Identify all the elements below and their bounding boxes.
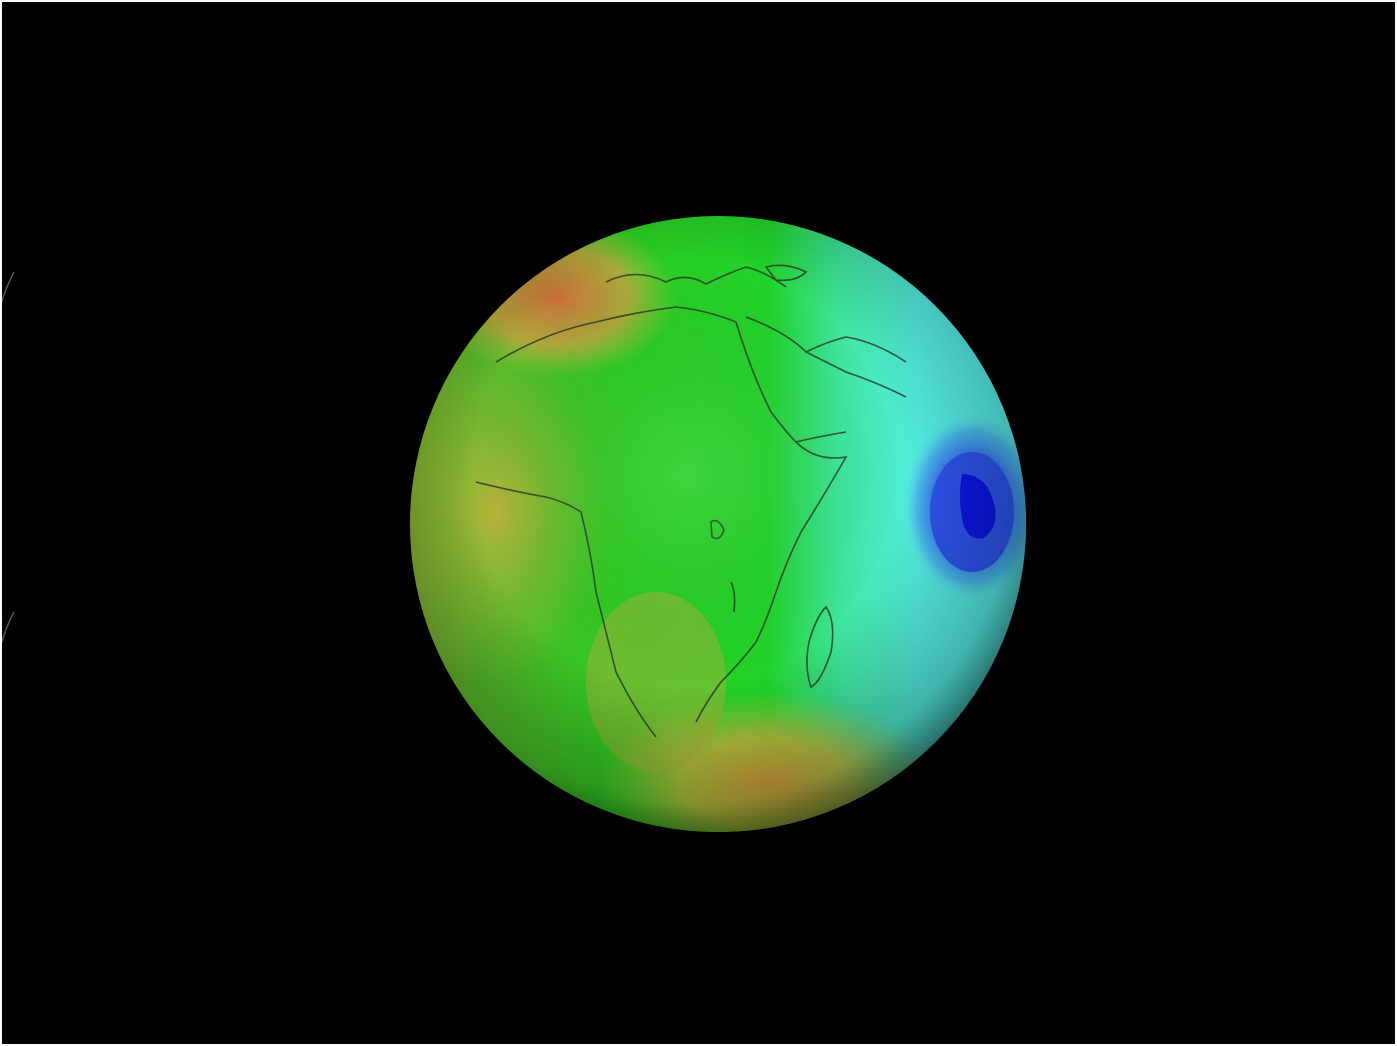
globe-graphic xyxy=(410,216,1026,832)
globe xyxy=(406,212,1030,836)
edge-arc-decoration xyxy=(2,271,15,643)
